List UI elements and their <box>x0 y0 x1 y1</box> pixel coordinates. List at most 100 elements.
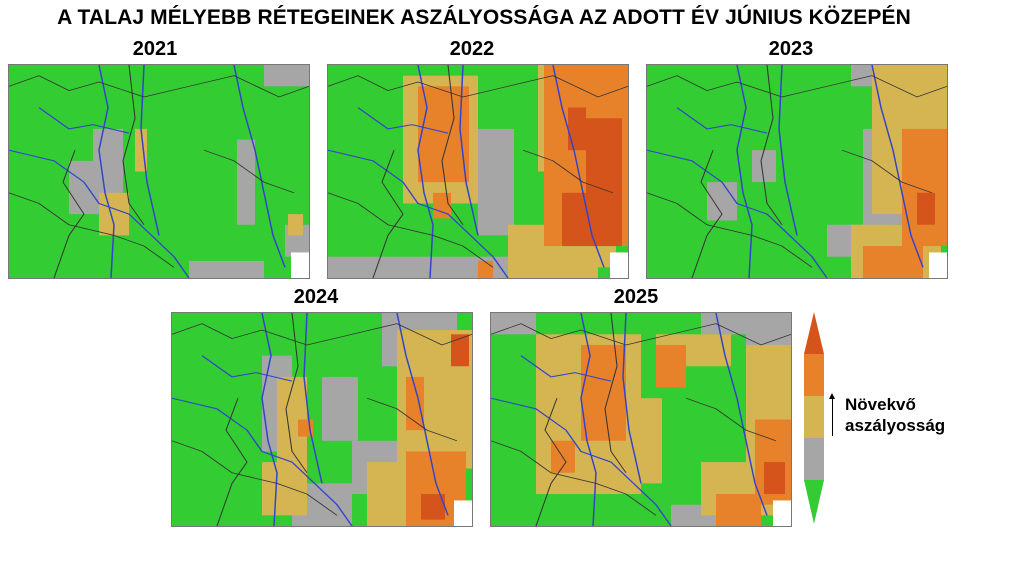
river-line <box>38 107 130 134</box>
river-line <box>622 313 642 484</box>
drought-zone-level-1 <box>99 65 123 87</box>
legend-class-4 <box>804 354 824 396</box>
border-line <box>53 150 85 278</box>
drought-zone-level-3 <box>288 214 303 236</box>
drought-map-2022 <box>327 64 629 279</box>
river-line <box>778 65 798 236</box>
drought-zone-level-1 <box>707 65 743 83</box>
border-line <box>9 75 309 98</box>
drought-zone-level-2 <box>752 150 776 183</box>
legend-class-3 <box>804 396 824 438</box>
drought-zone-level-5 <box>917 192 935 225</box>
border-line <box>760 65 783 225</box>
drought-zone-level-5 <box>562 192 586 247</box>
drought-zone-level-1 <box>9 65 45 83</box>
river-line <box>172 397 353 526</box>
arrow-up-icon <box>829 393 835 436</box>
year-label-2023: 2023 <box>768 38 814 60</box>
drought-zone-level-1 <box>255 86 291 236</box>
drought-zone-level-2 <box>237 139 255 225</box>
drought-zone-level-2 <box>701 313 755 335</box>
drought-zone-level-2 <box>264 65 309 87</box>
no-data-area <box>454 500 472 526</box>
drought-zone-level-2 <box>189 260 264 278</box>
year-label-2025: 2025 <box>613 286 659 308</box>
river-line <box>520 355 612 382</box>
river-line <box>98 65 115 278</box>
drought-zone-level-4 <box>863 246 923 278</box>
drought-zone-level-2 <box>478 128 514 236</box>
river-line <box>736 65 753 278</box>
border-line <box>366 397 458 442</box>
drought-zone-level-4 <box>433 192 451 219</box>
drought-zone-level-1 <box>232 313 268 331</box>
border-line <box>203 149 295 194</box>
no-data-area <box>610 252 628 278</box>
border-line <box>604 313 627 473</box>
drought-zone-level-1 <box>195 65 225 83</box>
border-line <box>285 313 308 473</box>
drought-zone-level-4 <box>902 128 947 247</box>
river-line <box>201 355 293 382</box>
river-line <box>459 65 479 236</box>
border-line <box>491 440 657 516</box>
river-line <box>328 149 509 278</box>
legend-class-1 <box>804 480 824 524</box>
drought-zone-level-2 <box>322 376 358 441</box>
drought-zone-level-4 <box>406 376 424 431</box>
river-line <box>676 107 768 134</box>
figure-title: A TALAJ MÉLYEBB RÉTEGEINEK ASZÁLYOSSÁGA … <box>57 6 911 29</box>
no-data-area <box>773 500 791 526</box>
border-line <box>691 150 723 278</box>
river-line <box>871 65 924 268</box>
drought-map-2023 <box>646 64 948 279</box>
drought-map-2021 <box>8 64 310 279</box>
legend-color-bar <box>804 312 824 524</box>
border-line <box>9 192 175 268</box>
border-line <box>491 323 791 346</box>
drought-zone-level-5 <box>764 462 785 495</box>
no-data-area <box>929 252 947 278</box>
legend-class-2 <box>804 438 824 480</box>
drought-zone-level-4 <box>716 494 761 526</box>
border-line <box>647 75 947 98</box>
river-line <box>303 313 323 484</box>
river-line <box>552 65 605 268</box>
river-line <box>396 313 449 516</box>
legend-class-5 <box>804 312 824 354</box>
drought-zone-level-3 <box>262 462 307 516</box>
drought-zone-level-4 <box>478 260 493 278</box>
drought-zone-level-2 <box>328 256 508 278</box>
drought-zone-level-4 <box>581 344 626 441</box>
river-line <box>9 149 190 278</box>
legend-label-line1: Növekvő <box>845 395 916 414</box>
river-line <box>140 65 160 236</box>
border-line <box>122 65 145 225</box>
river-line <box>491 397 672 526</box>
drought-zone-level-2 <box>491 313 536 335</box>
drought-map-2025 <box>490 312 792 527</box>
border-line <box>841 149 933 194</box>
border-line <box>522 149 614 194</box>
legend-label: Növekvő aszályosság <box>845 394 945 436</box>
river-line <box>233 65 286 268</box>
border-line <box>216 398 248 526</box>
river-line <box>417 65 434 278</box>
drought-zone-level-5 <box>586 118 622 247</box>
border-line <box>685 397 777 442</box>
border-line <box>441 65 464 225</box>
drought-zone-level-5 <box>451 334 469 367</box>
river-line <box>261 313 278 526</box>
drought-zone-level-1 <box>536 313 572 335</box>
no-data-area <box>291 252 309 278</box>
river-line <box>715 313 768 516</box>
legend-label-line2: aszályosság <box>845 416 946 435</box>
border-line <box>328 75 628 98</box>
year-label-2021: 2021 <box>132 38 178 60</box>
river-line <box>580 313 597 526</box>
border-line <box>328 192 494 268</box>
drought-zone-level-4 <box>656 344 686 388</box>
drought-map-2024 <box>171 312 473 527</box>
border-line <box>647 192 813 268</box>
drought-zone-level-5 <box>568 107 586 151</box>
